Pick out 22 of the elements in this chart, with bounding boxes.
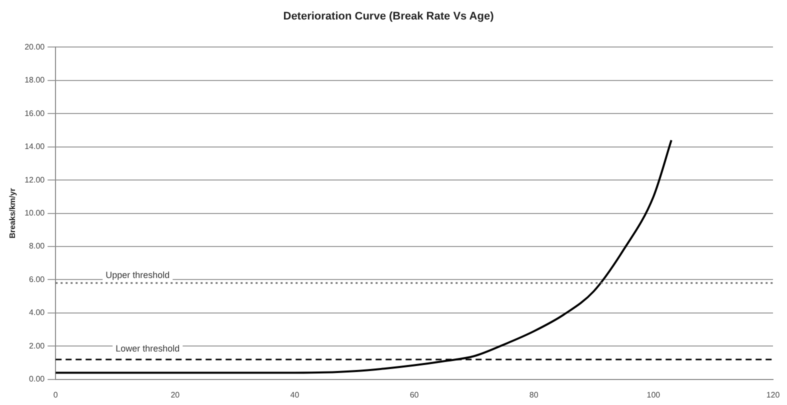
y-tick-label: 12.00	[24, 175, 46, 184]
y-tick-label: 20.00	[24, 42, 46, 52]
y-tick-label: 4.00	[29, 308, 46, 318]
y-tick-label: 16.00	[24, 108, 46, 118]
x-tick-label: 80	[529, 390, 539, 400]
y-tick-label: 10.00	[24, 208, 46, 218]
chart-title: Deterioration Curve (Break Rate Vs Age)	[283, 10, 494, 23]
y-tick-label: 14.00	[24, 142, 46, 152]
x-tick-label: 0	[53, 390, 58, 400]
y-tick-label: 6.00	[29, 274, 46, 284]
x-tick-label: 20	[170, 390, 180, 400]
y-tick-label: 2.00	[29, 341, 46, 350]
x-tick-label: 60	[410, 390, 420, 400]
ref-line-label: Lower threshold	[116, 343, 180, 354]
x-tick-label: 100	[646, 390, 661, 400]
x-tick-label: 40	[290, 390, 300, 400]
y-axis-title: Breaks/km/yr	[8, 188, 18, 238]
x-tick-label: 120	[766, 390, 780, 400]
y-tick-label: 18.00	[24, 76, 46, 85]
y-tick-label: 0.00	[29, 374, 46, 384]
y-tick-label: 8.00	[29, 242, 46, 251]
ref-line-label: Upper threshold	[106, 270, 170, 280]
